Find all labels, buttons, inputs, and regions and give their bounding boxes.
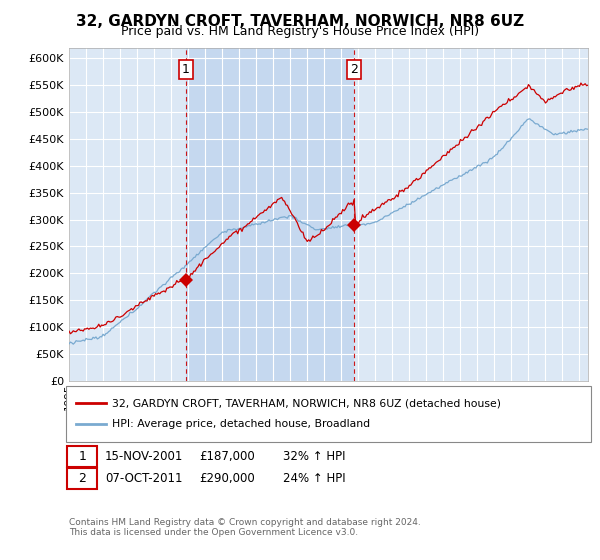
Bar [186,48,355,381]
Text: 1: 1 [182,63,190,76]
Text: HPI: Average price, detached house, Broadland: HPI: Average price, detached house, Broa… [112,419,370,430]
Text: 32% ↑ HPI: 32% ↑ HPI [283,450,346,463]
Text: Contains HM Land Registry data © Crown copyright and database right 2024.
This d: Contains HM Land Registry data © Crown c… [69,518,421,538]
Text: 32, GARDYN CROFT, TAVERHAM, NORWICH, NR8 6UZ: 32, GARDYN CROFT, TAVERHAM, NORWICH, NR8… [76,14,524,29]
Text: 2: 2 [350,63,358,76]
Text: 32, GARDYN CROFT, TAVERHAM, NORWICH, NR8 6UZ (detached house): 32, GARDYN CROFT, TAVERHAM, NORWICH, NR8… [112,398,501,408]
Text: £290,000: £290,000 [199,472,255,486]
Text: 1: 1 [78,450,86,463]
Text: 07-OCT-2011: 07-OCT-2011 [105,472,182,486]
Text: 15-NOV-2001: 15-NOV-2001 [105,450,184,463]
Text: Price paid vs. HM Land Registry's House Price Index (HPI): Price paid vs. HM Land Registry's House … [121,25,479,38]
Text: 2: 2 [78,472,86,486]
Text: £187,000: £187,000 [199,450,255,463]
Text: 24% ↑ HPI: 24% ↑ HPI [283,472,346,486]
